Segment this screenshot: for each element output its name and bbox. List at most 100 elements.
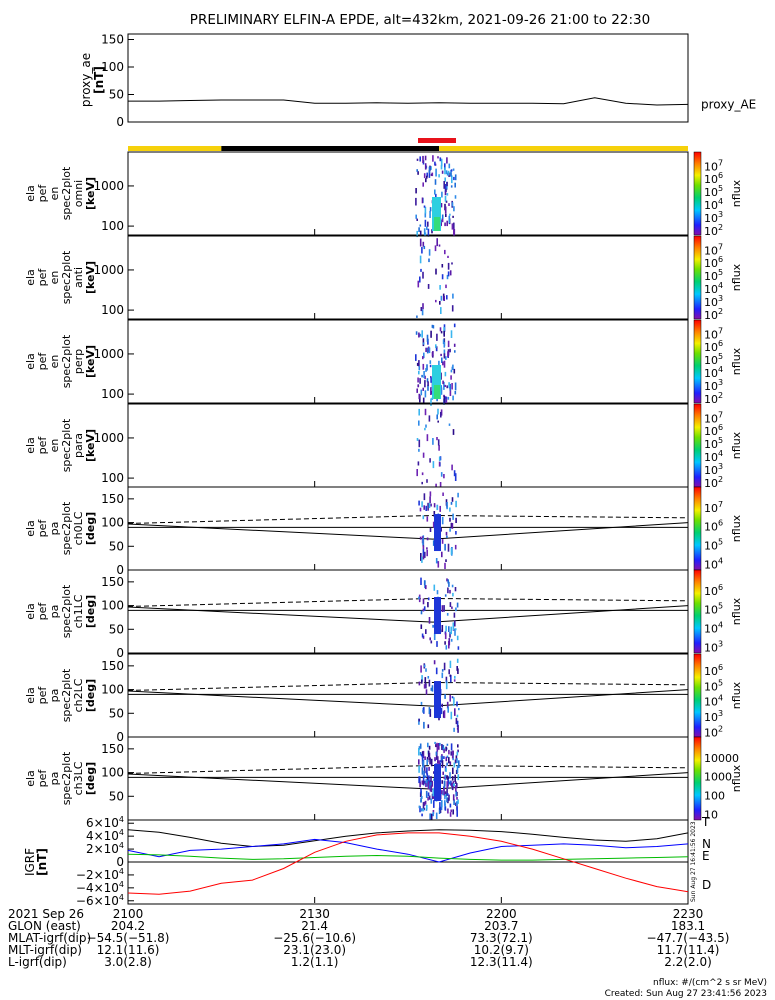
panel-axis-label: [deg] [84, 679, 97, 712]
heatmap-cell [432, 365, 441, 399]
heatmap-cell [444, 396, 447, 403]
heatmap-cell [416, 469, 418, 477]
heatmap-cell [418, 759, 420, 765]
heatmap-cell [452, 364, 454, 370]
heatmap-cell [454, 587, 457, 592]
heatmap-cell [421, 675, 423, 682]
heatmap-cell [415, 197, 417, 206]
heatmap-cell [449, 507, 451, 512]
heatmap-cell [422, 545, 425, 550]
heatmap-cell [424, 390, 427, 398]
heatmap-cell [454, 774, 456, 782]
heatmap-cell [443, 330, 445, 337]
heatmap-cell [445, 213, 447, 217]
heatmap-cell [426, 537, 429, 541]
colorbar [693, 569, 702, 654]
heatmap-cell [426, 364, 428, 371]
y-tick-label: 100 [101, 303, 124, 317]
heatmap-cell [453, 783, 455, 787]
heatmap-cell [445, 681, 448, 690]
heatmap-cell [457, 749, 459, 753]
heatmap-cell [427, 602, 429, 608]
colorbar-tick-label: 106 [704, 519, 723, 534]
heatmap-cell [446, 193, 449, 196]
panel-axis-label: spec2plot [60, 334, 73, 388]
heatmap-cell [437, 561, 440, 568]
panel-axis-label: [deg] [84, 512, 97, 545]
panel-axis-label: ela [24, 353, 37, 370]
heatmap-cell [433, 511, 436, 517]
heatmap-cell [417, 384, 419, 388]
heatmap-cell [450, 743, 453, 751]
heatmap-cell [419, 255, 422, 264]
heatmap-cell [430, 503, 432, 507]
heatmap-cell [426, 776, 429, 783]
heatmap-cell [422, 780, 425, 785]
heatmap-cell [423, 606, 426, 611]
heatmap-cell [426, 226, 428, 230]
heatmap-cell [446, 781, 448, 789]
axis-label-proxy-ae-unit: [nT] [92, 66, 106, 94]
heatmap-cell [435, 667, 438, 675]
heatmap-cell [457, 774, 460, 781]
y-tick-label: 0 [116, 646, 124, 660]
heatmap-cell [456, 758, 458, 763]
heatmap-cell [429, 496, 431, 504]
colorbar-tick-label: 102 [704, 724, 723, 739]
heatmap-cell [439, 157, 442, 162]
heatmap-cell [448, 638, 451, 646]
heatmap-cell [416, 315, 418, 318]
heatmap-cell [446, 172, 449, 176]
colorbar-tick-label: 10000 [704, 752, 739, 765]
heatmap-cell [438, 743, 440, 750]
anti-loss-cone-line [127, 597, 689, 608]
heatmap-cell [455, 785, 457, 792]
heatmap-cell [416, 169, 418, 172]
heatmap-cell [444, 694, 446, 699]
heatmap-cell [421, 633, 424, 638]
heatmap-cell [451, 606, 453, 609]
heatmap-cell [443, 349, 446, 357]
heatmap-cell [448, 794, 450, 801]
heatmap-cell [427, 228, 430, 237]
heatmap-cell [421, 767, 424, 775]
heatmap-cell [444, 384, 446, 387]
colorbar [693, 235, 702, 320]
y-tick-label: 6×104 [86, 815, 124, 830]
heatmap-cell [427, 502, 429, 511]
panel-axis-label: en [48, 355, 61, 369]
heatmap-cell [448, 669, 450, 675]
heatmap-cell [440, 387, 443, 395]
heatmap-cell [447, 543, 450, 552]
heatmap-cell [418, 748, 420, 756]
heatmap-cell [417, 280, 420, 288]
heatmap-cell [440, 760, 442, 763]
heatmap-cell [427, 750, 430, 757]
heatmap-cell [446, 535, 448, 538]
heatmap-cell [453, 762, 456, 768]
heatmap-cell [418, 420, 420, 426]
heatmap-cell [452, 703, 455, 706]
heatmap-cell [422, 538, 424, 546]
colorbar-tick-label: 103 [704, 639, 723, 654]
heatmap-cell [451, 584, 454, 588]
colorbar [693, 736, 702, 821]
x-axis-row-header: 2021 Sep 26 [8, 907, 84, 921]
heatmap-cell [418, 500, 420, 506]
heatmap-cell [449, 695, 451, 702]
heatmap-cell [440, 220, 442, 226]
y-tick-label: 100 [101, 683, 124, 697]
heatmap-cell [427, 221, 429, 227]
heatmap-cell [425, 368, 427, 372]
heatmap-cell [419, 276, 421, 283]
y-tick-label: 0 [116, 563, 124, 577]
heatmap-cell [440, 707, 443, 715]
heatmap-cell [445, 188, 447, 192]
heatmap-cell [418, 408, 420, 416]
heatmap-cell [450, 751, 452, 756]
heatmap-cell [426, 172, 428, 177]
heatmap-cell [449, 517, 451, 522]
status-bar-yellow [439, 146, 688, 151]
heatmap-cell [426, 773, 429, 777]
